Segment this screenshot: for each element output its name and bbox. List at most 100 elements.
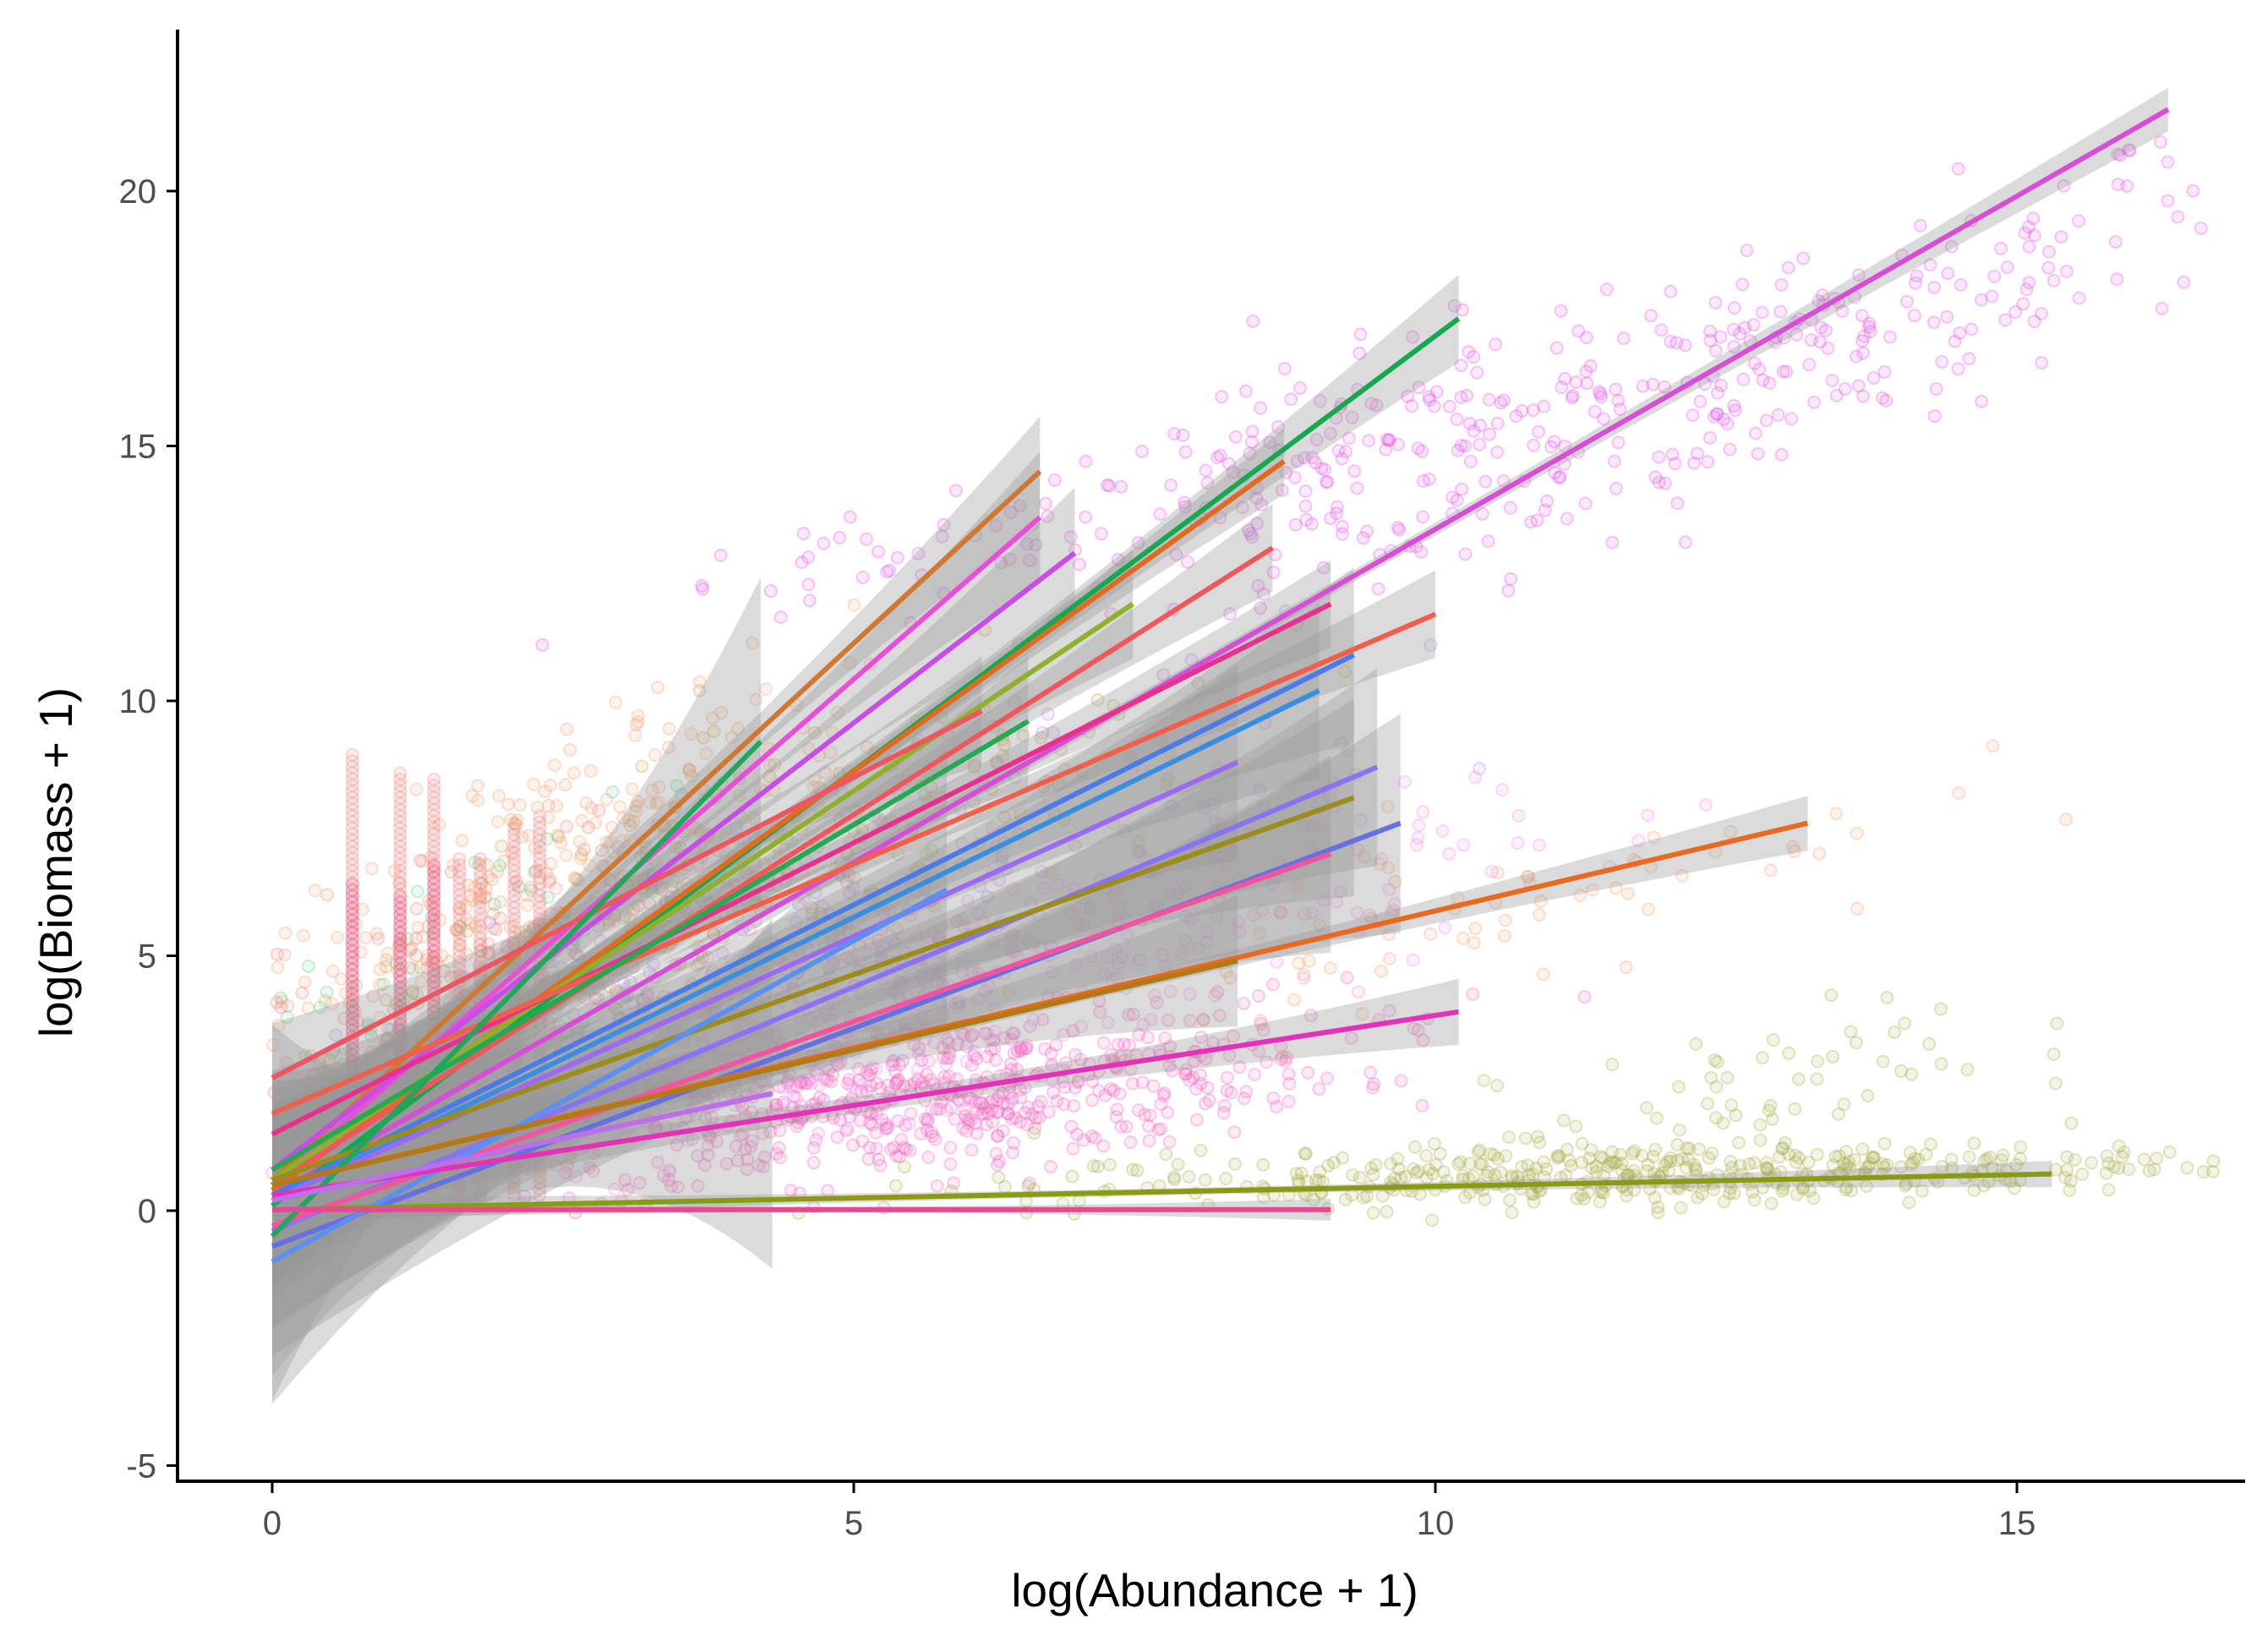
data-point xyxy=(302,959,315,973)
data-point xyxy=(1303,1009,1318,1023)
data-point xyxy=(1279,465,1293,479)
data-point xyxy=(1640,1101,1653,1115)
data-point xyxy=(806,1156,821,1170)
data-point xyxy=(855,1134,870,1148)
y-tick-label: 10 xyxy=(119,683,157,720)
data-point xyxy=(695,578,709,593)
data-point xyxy=(1934,1057,1948,1071)
data-point xyxy=(1047,473,1062,487)
data-point xyxy=(1940,309,1954,324)
data-point xyxy=(579,796,593,810)
data-point xyxy=(1774,277,1789,292)
data-point xyxy=(2072,214,2085,228)
data-point xyxy=(951,1092,965,1107)
data-point xyxy=(959,1054,974,1069)
data-point xyxy=(960,1112,975,1126)
data-point xyxy=(2014,1140,2028,1154)
data-point xyxy=(844,1032,858,1046)
data-point xyxy=(1451,1157,1465,1171)
data-point xyxy=(773,610,788,625)
data-point xyxy=(1856,346,1870,360)
data-point xyxy=(1524,515,1538,529)
data-point xyxy=(1597,1186,1611,1200)
data-point xyxy=(1162,1135,1177,1149)
data-point xyxy=(1490,1079,1505,1092)
data-point xyxy=(1575,1136,1589,1151)
data-point xyxy=(1074,1019,1089,1033)
data-point xyxy=(345,747,359,762)
data-point xyxy=(872,1152,886,1167)
data-point xyxy=(1014,1044,1028,1058)
data-point xyxy=(943,1051,956,1065)
data-point xyxy=(1077,918,1091,933)
data-point xyxy=(1908,1151,1922,1166)
data-point xyxy=(846,1138,861,1152)
data-point xyxy=(632,1176,647,1190)
data-point xyxy=(989,1053,1003,1067)
data-point xyxy=(1313,1165,1327,1179)
data-point xyxy=(1585,1161,1599,1175)
data-point xyxy=(904,1107,918,1121)
data-point xyxy=(865,1118,879,1132)
data-point xyxy=(1318,462,1332,477)
data-point xyxy=(1682,1141,1697,1156)
data-point xyxy=(544,778,557,792)
data-point xyxy=(1748,426,1762,440)
data-point xyxy=(863,1116,877,1130)
data-point xyxy=(1802,358,1817,372)
data-point xyxy=(826,1068,840,1082)
data-point xyxy=(1117,1037,1131,1052)
data-point xyxy=(541,798,555,812)
data-point xyxy=(1014,1041,1028,1054)
data-point xyxy=(588,992,603,1006)
data-point xyxy=(1651,1200,1665,1214)
data-point xyxy=(527,777,541,791)
data-point xyxy=(592,803,606,818)
data-point xyxy=(1243,527,1258,541)
data-point xyxy=(1071,1074,1085,1088)
data-point xyxy=(1215,817,1229,831)
data-point xyxy=(1922,1037,1937,1051)
data-point xyxy=(957,1027,971,1042)
data-point xyxy=(1056,1075,1070,1089)
data-point xyxy=(1023,1019,1037,1033)
data-point xyxy=(1167,1170,1181,1184)
data-point xyxy=(1063,530,1078,544)
data-point xyxy=(1527,1187,1540,1201)
data-point xyxy=(1005,1146,1019,1160)
data-point xyxy=(812,1091,827,1105)
data-point xyxy=(2111,178,2125,192)
data-point xyxy=(1762,376,1777,390)
data-point xyxy=(1702,430,1717,445)
data-point xyxy=(452,851,467,866)
data-point xyxy=(1096,1036,1111,1050)
data-point xyxy=(1335,451,1349,466)
data-point xyxy=(1929,382,1943,397)
data-point xyxy=(876,939,890,954)
data-point xyxy=(1178,445,1193,459)
data-point xyxy=(1277,362,1292,375)
data-point xyxy=(1641,808,1655,823)
data-point xyxy=(1198,1173,1212,1187)
data-point xyxy=(944,1100,959,1114)
data-point xyxy=(934,1095,948,1109)
data-point xyxy=(1392,522,1407,537)
data-point xyxy=(936,1041,950,1055)
data-point xyxy=(471,779,485,793)
data-point xyxy=(1619,960,1633,974)
data-point xyxy=(1369,398,1384,413)
data-point xyxy=(1226,1029,1240,1043)
data-point xyxy=(763,584,778,598)
data-point xyxy=(1215,390,1229,404)
data-point xyxy=(1659,1155,1674,1169)
data-point xyxy=(991,1130,1004,1143)
data-point xyxy=(1193,1068,1207,1082)
data-point xyxy=(1200,476,1215,490)
data-point xyxy=(1199,463,1213,478)
data-point xyxy=(1290,454,1304,468)
data-point xyxy=(745,1105,758,1119)
data-point xyxy=(1044,1160,1057,1173)
data-point xyxy=(1763,863,1778,878)
data-point xyxy=(861,1151,876,1166)
data-point xyxy=(2112,1161,2126,1175)
